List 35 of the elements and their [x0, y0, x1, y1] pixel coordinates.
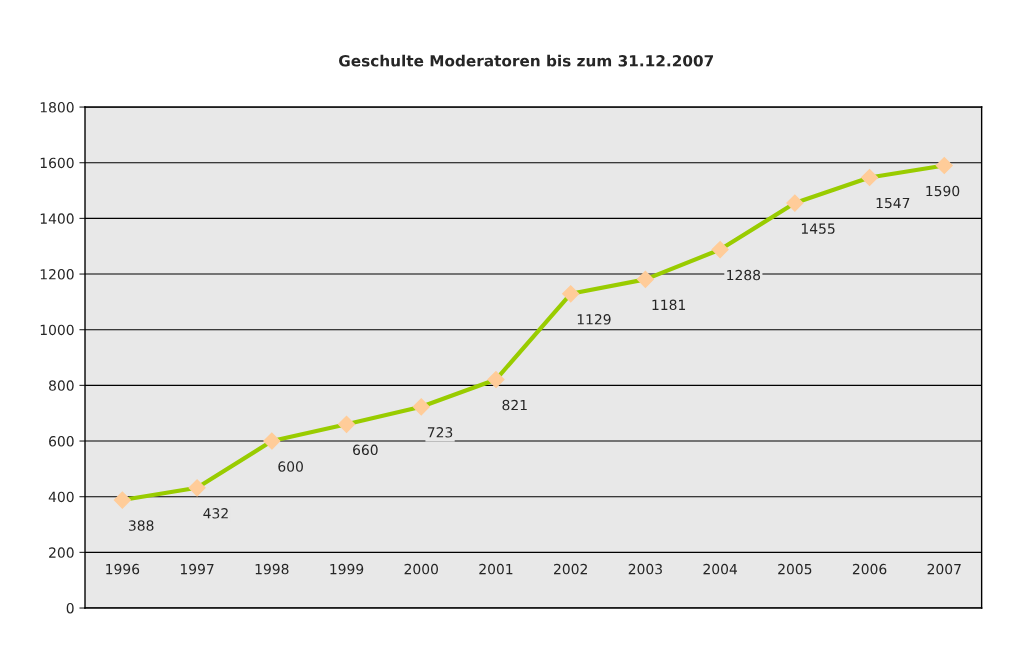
x-tick-label: 1998	[255, 563, 289, 575]
x-tick-label: 2001	[479, 563, 513, 575]
data-label: 1590	[926, 185, 960, 197]
data-label: 1288	[727, 269, 761, 281]
y-tick-label: 200	[49, 547, 74, 558]
data-label: 600	[278, 461, 303, 472]
y-tick-label: 0	[66, 602, 74, 614]
data-label: 1181	[652, 299, 686, 311]
data-label: 1455	[801, 223, 835, 234]
x-tick-label: 1996	[106, 563, 140, 575]
x-tick-label: 2006	[852, 563, 887, 575]
y-tick-label: 400	[48, 491, 74, 503]
y-tick-label: 800	[49, 380, 74, 391]
data-label: 821	[502, 399, 527, 411]
x-tick-label: 2002	[554, 563, 587, 575]
data-label: 723	[427, 427, 453, 438]
y-tick-label: 1000	[40, 324, 74, 336]
x-tick-label: 2005	[778, 563, 812, 575]
y-tick-label: 1800	[40, 102, 74, 113]
data-label: 1547	[876, 197, 910, 209]
y-tick-label: 1600	[40, 157, 74, 169]
x-tick-label: 1997	[180, 563, 214, 575]
y-tick-label: 1400	[40, 213, 74, 224]
y-tick-label: 600	[49, 436, 74, 447]
data-label: 1129	[577, 314, 611, 325]
x-tick-label: 2003	[628, 563, 662, 575]
x-tick-label: 2004	[703, 563, 738, 575]
data-label: 432	[203, 508, 228, 519]
x-tick-label: 2007	[927, 563, 961, 575]
chart-title: Geschulte Moderatoren bis zum 31.12.2007	[339, 54, 714, 67]
data-label: 660	[353, 444, 378, 456]
y-tick-label: 1200	[40, 269, 74, 280]
data-label: 388	[128, 520, 154, 531]
x-tick-label: 2000	[404, 563, 438, 575]
x-tick-label: 1999	[330, 563, 364, 575]
